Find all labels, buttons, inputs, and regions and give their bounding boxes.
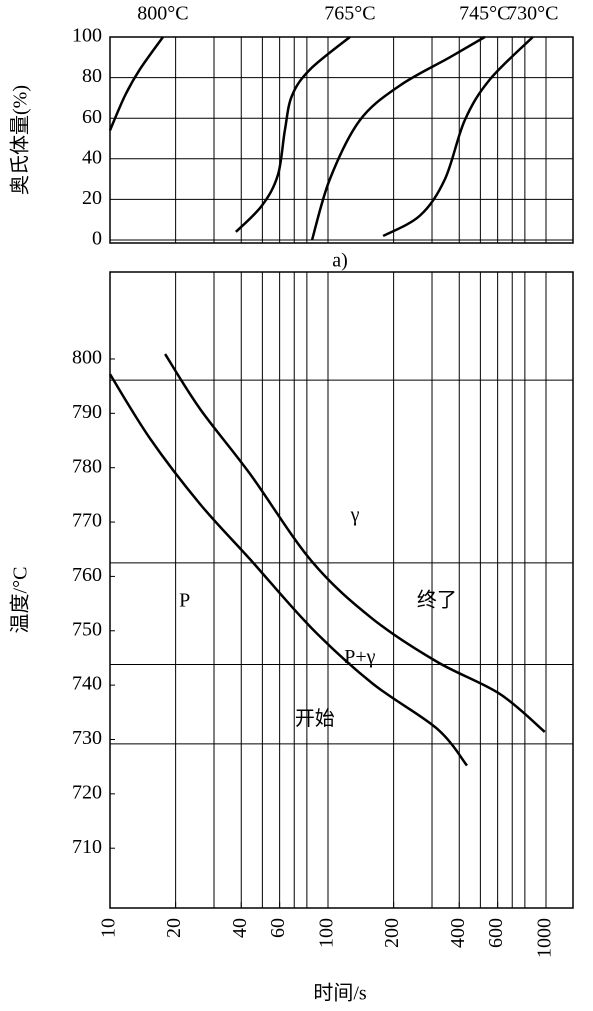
y-tick-label: 0: [92, 228, 102, 250]
curve: [235, 36, 351, 233]
x-axis-label: 时间/s: [313, 982, 367, 1005]
x-tick-label: 40: [229, 918, 251, 938]
y-tick-label: 60: [82, 106, 102, 128]
y-tick-label: 20: [82, 187, 102, 209]
y-tick-label: 790: [72, 401, 102, 423]
y-axis-label: 温度/°C: [9, 567, 32, 634]
series-label: 730°C: [507, 3, 558, 25]
y-tick-label: 740: [72, 673, 102, 695]
annotation: 终了: [417, 589, 457, 612]
x-tick-label: 1000: [534, 918, 556, 958]
x-tick-label: 600: [485, 918, 507, 948]
y-axis-label: 奥氏体量(%): [9, 85, 32, 195]
x-tick-label: 100: [316, 918, 338, 948]
y-tick-label: 80: [82, 65, 102, 87]
y-tick-label: 720: [72, 781, 102, 803]
caption: a): [332, 250, 348, 272]
x-tick-label: 200: [381, 918, 403, 948]
plot-frame: [109, 36, 574, 244]
x-tick-label: 20: [163, 918, 185, 938]
y-tick-label: 40: [82, 146, 102, 168]
x-tick-label: 60: [267, 918, 289, 938]
curve: [382, 36, 534, 238]
y-tick-label: 730: [72, 727, 102, 749]
annotation: P+γ: [344, 646, 375, 668]
series-label: 800°C: [137, 3, 188, 25]
plot-frame: [109, 271, 574, 909]
curve: [164, 353, 546, 733]
curve: [108, 373, 468, 767]
y-tick-label: 100: [72, 25, 102, 47]
y-tick-label: 800: [72, 347, 102, 369]
y-tick-label: 750: [72, 618, 102, 640]
x-tick-label: 400: [447, 918, 469, 948]
annotation: 开始: [295, 707, 335, 730]
x-tick-label: 10: [98, 918, 120, 938]
curve: [310, 35, 486, 241]
curve: [108, 36, 164, 131]
series-label: 765°C: [324, 3, 375, 25]
series-label: 745°C: [459, 3, 510, 25]
y-tick-label: 760: [72, 564, 102, 586]
annotation: P: [179, 590, 190, 612]
annotation: γ: [350, 504, 360, 526]
y-tick-label: 710: [72, 836, 102, 858]
y-tick-label: 780: [72, 455, 102, 477]
y-tick-label: 770: [72, 510, 102, 532]
